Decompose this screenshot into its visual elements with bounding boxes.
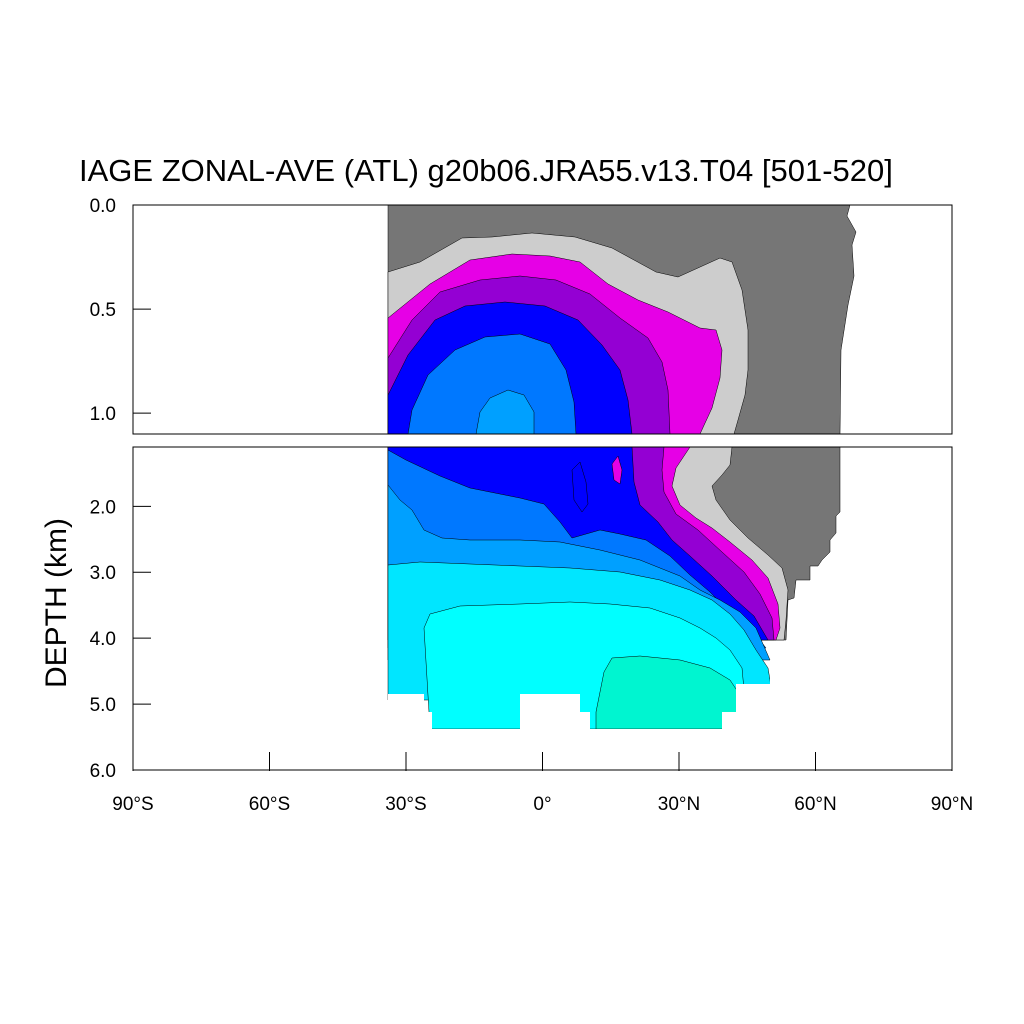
x-tick-label: 60°S bbox=[249, 794, 290, 815]
axes-layer: 90°S 60°S 30°S 0° 30°N 60°N 90°N 0.0 0.5 1.0 2.0 3.… bbox=[90, 196, 974, 815]
y-tick-label-bottom: 3.0 bbox=[90, 563, 116, 584]
y-axis-label: DEPTH (km) bbox=[40, 518, 73, 688]
x-tick-label: 30°S bbox=[385, 794, 426, 815]
x-tick-label: 0° bbox=[533, 794, 551, 815]
y-tick-label-bottom: 5.0 bbox=[90, 695, 116, 716]
seafloor-mask-right2 bbox=[736, 684, 952, 712]
contour-fill-blue-intrusion-a bbox=[571, 461, 589, 513]
chart-title: IAGE ZONAL-AVE (ATL) g20b06.JRA55.v13.T0… bbox=[79, 153, 893, 188]
contour-fill-level-6-top bbox=[475, 389, 535, 434]
x-tick-label: 90°N bbox=[931, 794, 973, 815]
seafloor-mask-right3 bbox=[770, 660, 952, 684]
y-tick-label-bottom: 4.0 bbox=[90, 629, 116, 650]
x-tick-label: 90°S bbox=[112, 794, 153, 815]
y-tick-label-top: 0.0 bbox=[90, 196, 116, 217]
bottom-panel-contours bbox=[133, 447, 952, 770]
top-panel-frame bbox=[132, 204, 953, 435]
y-tick-label-bottom: 2.0 bbox=[90, 497, 116, 518]
contour-fill-magenta-intrusion bbox=[611, 455, 623, 485]
x-tick-label: 30°N bbox=[658, 794, 700, 815]
x-tick-label: 60°N bbox=[794, 794, 836, 815]
y-tick-label-top: 1.0 bbox=[90, 404, 116, 425]
y-tick-label-bottom: 6.0 bbox=[90, 761, 116, 782]
top-panel-contours bbox=[387, 205, 857, 434]
contour-fill-level-5-top bbox=[407, 333, 577, 434]
y-tick-label-top: 0.5 bbox=[90, 300, 116, 321]
